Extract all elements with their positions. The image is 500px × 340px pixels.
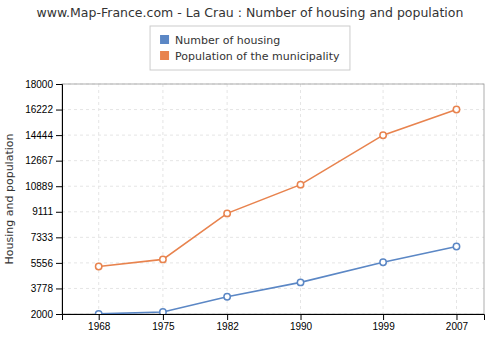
series-line bbox=[99, 110, 457, 267]
tick: 7333 bbox=[31, 232, 62, 243]
data-marks bbox=[95, 106, 459, 314]
series bbox=[95, 243, 459, 314]
grid-line-y bbox=[62, 160, 484, 161]
tick-mark bbox=[456, 314, 457, 320]
point bbox=[160, 309, 166, 314]
tick-mark bbox=[56, 84, 62, 85]
grid-line-y bbox=[62, 135, 484, 136]
x-axis: 1968 1975 1982 1990 1999 2007 bbox=[63, 314, 485, 332]
axis-domain bbox=[56, 85, 63, 315]
tick-mark bbox=[301, 314, 302, 320]
tick-mark bbox=[56, 263, 62, 264]
grid-line-y bbox=[62, 186, 484, 187]
grid-line-y bbox=[62, 211, 484, 212]
legend-label: Number of housing bbox=[175, 34, 280, 47]
tick-label: 1968 bbox=[88, 321, 111, 332]
tick: 1968 bbox=[88, 314, 111, 332]
chart-container: www.Map-France.com - La Crau : Number of… bbox=[0, 0, 500, 340]
tick-label: 12667 bbox=[25, 155, 53, 166]
tick-label: 16222 bbox=[25, 104, 53, 115]
tick-mark bbox=[56, 135, 62, 136]
tick-mark bbox=[163, 314, 164, 320]
tick: 1982 bbox=[217, 314, 240, 332]
grid-line-x bbox=[162, 84, 163, 314]
tick-label: 10889 bbox=[25, 181, 53, 192]
tick: 2000 bbox=[31, 309, 62, 320]
tick-label: 1990 bbox=[290, 321, 313, 332]
tick-label: 1999 bbox=[372, 321, 395, 332]
point bbox=[380, 132, 386, 138]
point bbox=[224, 210, 230, 216]
legend-label: Population of the municipality bbox=[175, 50, 340, 63]
tick-mark bbox=[227, 314, 228, 320]
tick: 1999 bbox=[372, 314, 395, 332]
tick: 16222 bbox=[25, 104, 62, 115]
point bbox=[453, 243, 459, 249]
point bbox=[297, 181, 303, 187]
tick: 1975 bbox=[152, 314, 175, 332]
tick-mark bbox=[56, 161, 62, 162]
tick: 5556 bbox=[31, 258, 62, 269]
grid-line-x bbox=[98, 84, 99, 314]
legend-swatch bbox=[160, 35, 169, 44]
tick: 2007 bbox=[446, 314, 469, 332]
point bbox=[297, 279, 303, 285]
plot-frame bbox=[62, 84, 484, 314]
grid bbox=[62, 84, 484, 314]
series bbox=[95, 106, 459, 269]
tick: 10889 bbox=[25, 181, 62, 192]
tick-mark bbox=[99, 314, 100, 320]
tick: 14444 bbox=[25, 130, 62, 141]
tick-label: 1982 bbox=[217, 321, 240, 332]
tick-label: 2000 bbox=[31, 309, 54, 320]
tick-mark bbox=[56, 237, 62, 238]
tick-label: 9111 bbox=[32, 206, 53, 217]
tick-label: 5556 bbox=[31, 258, 54, 269]
tick-label: 3778 bbox=[31, 283, 54, 294]
tick-label: 14444 bbox=[25, 130, 53, 141]
grid-line-x bbox=[383, 84, 384, 314]
tick: 18000 bbox=[25, 79, 62, 90]
grid-line-x bbox=[456, 84, 457, 314]
chart-title: www.Map-France.com - La Crau : Number of… bbox=[37, 5, 464, 20]
point bbox=[160, 256, 166, 262]
point bbox=[95, 311, 101, 314]
tick-label: 2007 bbox=[446, 321, 469, 332]
legend-swatch bbox=[160, 51, 169, 60]
point bbox=[95, 263, 101, 269]
series-line bbox=[99, 246, 457, 313]
chart-svg: www.Map-France.com - La Crau : Number of… bbox=[0, 0, 500, 340]
legend: Number of housing Population of the munic… bbox=[150, 26, 350, 70]
tick-label: 7333 bbox=[31, 232, 54, 243]
point bbox=[453, 106, 459, 112]
y-axis: 2000 3778 5556 7333 9111 10889 12667 14444 16222… bbox=[25, 79, 62, 320]
tick-mark bbox=[56, 288, 62, 289]
tick: 9111 bbox=[32, 206, 62, 217]
plot-area: 1968 1975 1982 1990 1999 2007 2000 3778 5556 7333… bbox=[25, 79, 484, 332]
tick-mark bbox=[56, 110, 62, 111]
tick-mark bbox=[56, 212, 62, 213]
tick-mark bbox=[56, 314, 62, 315]
point bbox=[224, 294, 230, 300]
y-axis-title: Housing and population bbox=[3, 134, 16, 265]
tick-mark bbox=[56, 186, 62, 187]
legend-box bbox=[150, 26, 350, 70]
axis-domain bbox=[63, 315, 485, 321]
grid-line-y bbox=[62, 109, 484, 110]
grid-line-y bbox=[62, 237, 484, 238]
tick: 12667 bbox=[25, 155, 62, 166]
tick-label: 1975 bbox=[152, 321, 175, 332]
point bbox=[380, 259, 386, 265]
tick-label: 18000 bbox=[25, 79, 53, 90]
tick: 1990 bbox=[290, 314, 313, 332]
grid-line-x bbox=[227, 84, 228, 314]
tick: 3778 bbox=[31, 283, 62, 294]
tick-mark bbox=[383, 314, 384, 320]
